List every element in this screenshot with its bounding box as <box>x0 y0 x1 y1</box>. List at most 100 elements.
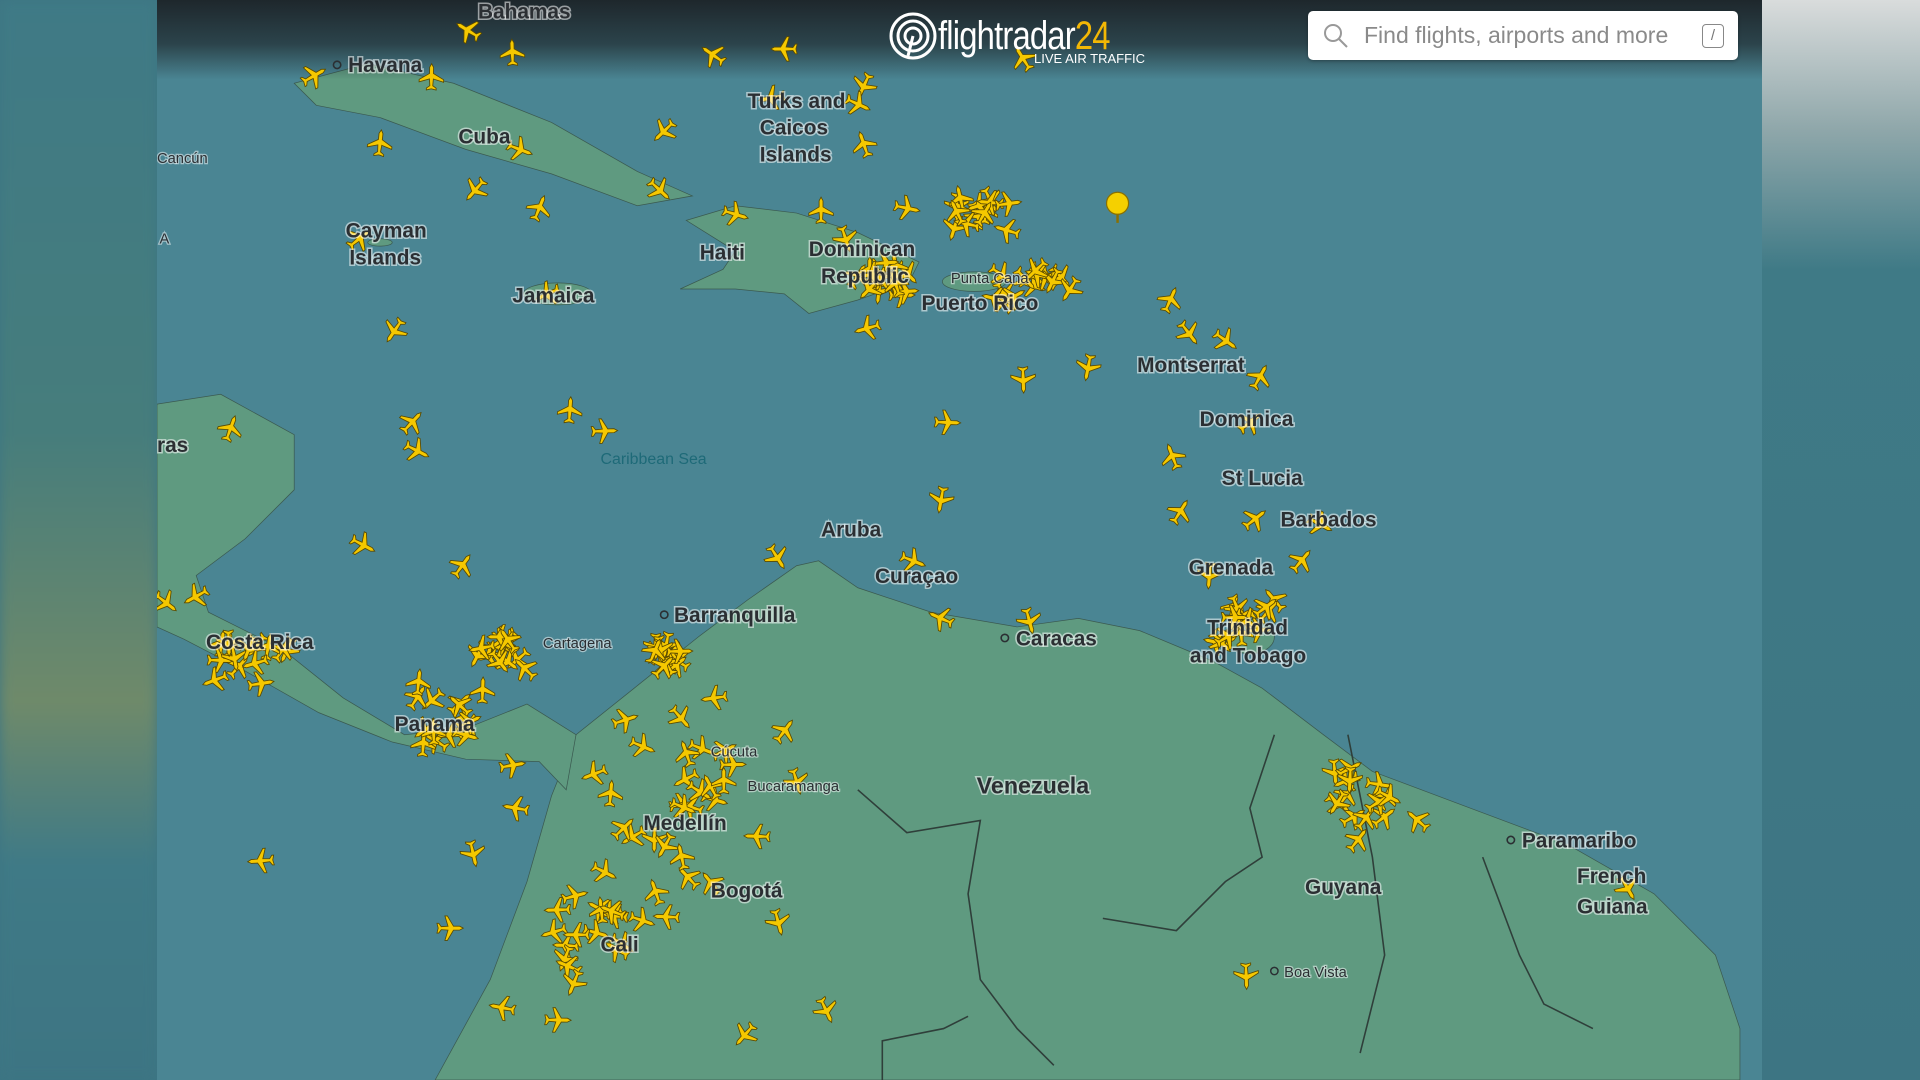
aircraft-icon[interactable] <box>1340 822 1376 858</box>
aircraft-icon[interactable] <box>457 172 493 208</box>
aircraft-icon[interactable] <box>1284 543 1320 579</box>
aircraft-icon[interactable] <box>1337 766 1363 795</box>
aircraft-icon[interactable] <box>943 191 970 220</box>
aircraft-icon[interactable] <box>695 37 731 72</box>
aircraft-icon[interactable] <box>450 13 485 48</box>
aircraft-icon[interactable] <box>646 113 682 149</box>
aircraft-icon[interactable] <box>996 280 1031 314</box>
aircraft-icon[interactable] <box>1171 315 1206 351</box>
aircraft-icon[interactable] <box>530 277 564 310</box>
aircraft-icon[interactable] <box>341 221 377 257</box>
aircraft-icon[interactable] <box>940 195 974 229</box>
aircraft-icon[interactable] <box>760 540 795 575</box>
aircraft-icon[interactable] <box>410 729 436 758</box>
aircraft-icon[interactable] <box>1610 870 1644 905</box>
aircraft-icon[interactable] <box>667 841 696 872</box>
aircraft-icon[interactable] <box>377 313 412 349</box>
aircraft-icon[interactable] <box>450 720 482 751</box>
aircraft-icon[interactable] <box>206 647 235 673</box>
aircraft-icon[interactable] <box>469 676 496 705</box>
aircraft-icon[interactable] <box>626 730 660 763</box>
aircraft-icon[interactable] <box>1244 617 1273 644</box>
aircraft-icon[interactable] <box>841 88 875 121</box>
aircraft-icon[interactable] <box>1400 802 1436 838</box>
aircraft-icon[interactable] <box>436 915 465 941</box>
aircraft-icon[interactable] <box>445 548 480 584</box>
aircraft-icon[interactable] <box>642 172 678 208</box>
aircraft-icon[interactable] <box>927 485 956 515</box>
aircraft-icon[interactable] <box>1210 619 1245 654</box>
aircraft-icon[interactable] <box>198 664 231 696</box>
aircraft-icon[interactable] <box>1208 323 1244 358</box>
aircraft-icon[interactable] <box>719 199 751 230</box>
aircraft-icon[interactable] <box>719 751 748 778</box>
aircraft-icon[interactable] <box>420 717 447 746</box>
aircraft-icon[interactable] <box>297 59 332 93</box>
aircraft-icon[interactable] <box>1361 785 1396 820</box>
aircraft-icon[interactable] <box>694 865 730 901</box>
aircraft-icon[interactable] <box>1156 440 1188 473</box>
aircraft-icon[interactable] <box>491 622 526 658</box>
search-box[interactable]: / <box>1308 11 1738 60</box>
aircraft-icon[interactable] <box>699 684 729 712</box>
aircraft-icon[interactable] <box>727 1017 763 1053</box>
aircraft-icon[interactable] <box>767 713 802 749</box>
aircraft-icon[interactable] <box>848 128 880 161</box>
aircraft-icon[interactable] <box>503 133 536 165</box>
aircraft-icon[interactable] <box>1348 800 1383 836</box>
aircraft-icon[interactable] <box>1014 605 1044 637</box>
aircraft-icon[interactable] <box>246 847 275 874</box>
aircraft-icon[interactable] <box>467 633 498 662</box>
flight-map[interactable]: Havana Cuba Cancún A Bahamas Turks and C… <box>157 0 1762 1080</box>
aircraft-icon[interactable] <box>671 737 703 770</box>
aircraft-icon[interactable] <box>808 196 834 225</box>
aircraft-icon[interactable] <box>394 404 430 440</box>
aircraft-icon[interactable] <box>880 267 912 300</box>
aircraft-icon[interactable] <box>1320 785 1355 820</box>
aircraft-icon[interactable] <box>1237 501 1273 537</box>
aircraft-icon[interactable] <box>763 906 793 938</box>
aircraft-icon[interactable] <box>599 932 634 966</box>
aircraft-icon[interactable] <box>233 632 266 666</box>
aircraft-icon[interactable] <box>641 825 668 854</box>
aircraft-icon[interactable] <box>556 395 583 424</box>
aircraft-icon[interactable] <box>405 668 432 697</box>
aircraft-icon[interactable] <box>458 838 488 869</box>
aircraft-icon[interactable] <box>346 528 381 562</box>
aircraft-icon[interactable] <box>178 579 213 613</box>
aircraft-icon[interactable] <box>1163 494 1198 529</box>
aircraft-icon[interactable] <box>781 765 812 797</box>
aircraft-icon[interactable] <box>418 62 445 91</box>
aircraft-icon[interactable] <box>640 876 672 909</box>
aircraft-icon[interactable] <box>487 993 518 1022</box>
aircraft-icon[interactable] <box>851 313 883 344</box>
aircraft-icon[interactable] <box>857 260 887 289</box>
search-input[interactable] <box>1362 21 1706 50</box>
aircraft-icon[interactable] <box>896 545 930 578</box>
aircraft-icon[interactable] <box>366 128 393 158</box>
aircraft-icon[interactable] <box>157 585 184 621</box>
aircraft-icon[interactable] <box>994 190 1023 218</box>
aircraft-icon[interactable] <box>638 634 671 668</box>
aircraft-icon[interactable] <box>499 38 526 67</box>
aircraft-icon[interactable] <box>1303 507 1338 541</box>
aircraft-icon[interactable] <box>442 687 478 723</box>
aircraft-icon[interactable] <box>246 669 276 697</box>
aircraft-icon[interactable] <box>991 215 1023 246</box>
aircraft-icon[interactable] <box>663 700 699 736</box>
aircraft-icon[interactable] <box>1221 591 1254 625</box>
aircraft-icon[interactable] <box>648 828 682 863</box>
aircraft-icon[interactable] <box>670 859 706 895</box>
aircraft-icon[interactable] <box>924 602 958 635</box>
aircraft-icon[interactable] <box>1053 272 1088 307</box>
aircraft-icon[interactable] <box>239 648 271 679</box>
aircraft-icon[interactable] <box>559 881 591 911</box>
aircraft-icon[interactable] <box>1366 799 1402 834</box>
aircraft-icon[interactable] <box>596 895 629 927</box>
aircraft-icon[interactable] <box>665 638 694 665</box>
aircraft-icon[interactable] <box>666 791 700 824</box>
aircraft-icon[interactable] <box>270 633 303 667</box>
aircraft-icon[interactable] <box>215 412 247 445</box>
aircraft-icon[interactable] <box>1154 283 1187 317</box>
aircraft-icon[interactable] <box>646 649 682 685</box>
